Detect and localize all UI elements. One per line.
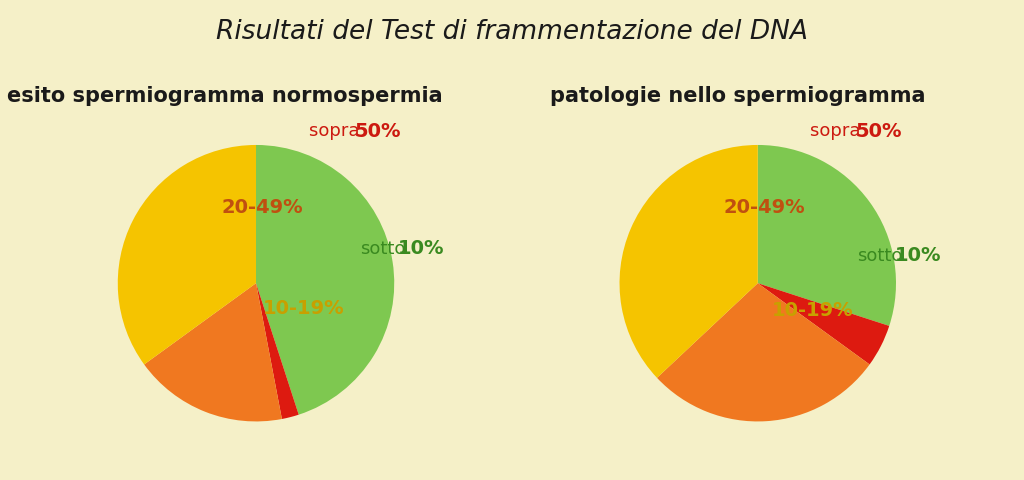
Text: 20-49%: 20-49% [221,198,303,216]
Wedge shape [144,283,282,421]
Text: 10-19%: 10-19% [263,299,344,318]
Text: esito spermiogramma normospermia: esito spermiogramma normospermia [7,86,443,107]
Text: sotto: sotto [359,240,406,258]
Text: sotto: sotto [857,247,903,264]
Wedge shape [758,145,896,326]
Text: 20-49%: 20-49% [723,198,805,216]
Text: patologie nello spermiogramma: patologie nello spermiogramma [550,86,925,107]
Text: 10-19%: 10-19% [772,301,853,320]
Text: Risultati del Test di frammentazione del DNA: Risultati del Test di frammentazione del… [216,19,808,45]
Wedge shape [256,283,299,419]
Text: 10%: 10% [895,246,942,265]
Text: sopra: sopra [308,122,365,140]
Wedge shape [118,145,256,364]
Text: 10%: 10% [397,239,444,258]
Wedge shape [620,145,758,378]
Text: 50%: 50% [856,121,902,141]
Wedge shape [758,283,889,364]
Text: 50%: 50% [354,121,400,141]
Text: sopra: sopra [810,122,866,140]
Wedge shape [256,145,394,415]
Wedge shape [657,283,869,421]
